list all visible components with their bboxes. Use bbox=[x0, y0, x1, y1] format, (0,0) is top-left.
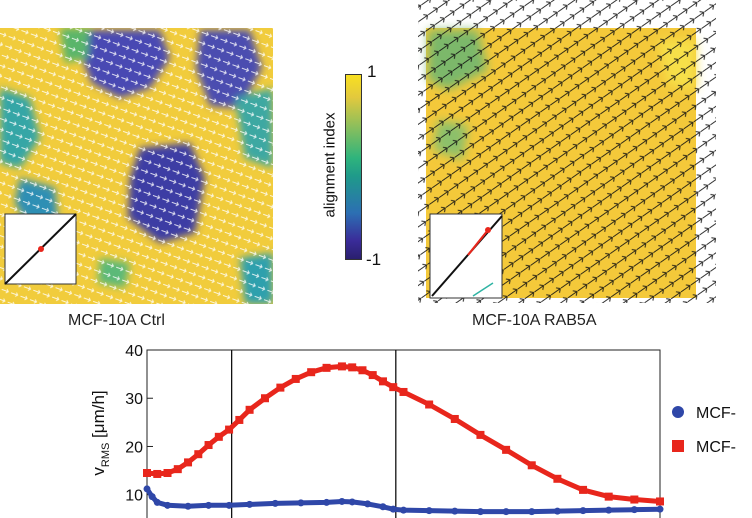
data-point bbox=[225, 425, 234, 434]
y-tick-label: 30 bbox=[125, 391, 143, 408]
y-tick-label: 40 bbox=[125, 343, 143, 360]
data-point bbox=[630, 495, 639, 504]
data-point bbox=[425, 507, 433, 515]
data-point bbox=[297, 499, 305, 507]
data-point bbox=[605, 506, 613, 514]
y-axis-label: vRMS [μm/h] bbox=[89, 390, 112, 475]
data-point bbox=[527, 461, 536, 470]
ctrl-velocity-field bbox=[0, 28, 273, 304]
data-point bbox=[322, 363, 331, 372]
data-point bbox=[205, 501, 213, 509]
data-point bbox=[656, 505, 664, 513]
ctrl-panel-label: MCF-10A Ctrl bbox=[68, 312, 165, 329]
alignment-colorbar bbox=[345, 74, 362, 260]
data-point bbox=[358, 366, 367, 375]
data-point bbox=[148, 493, 156, 501]
plot-frame bbox=[146, 349, 661, 518]
data-point bbox=[307, 368, 316, 377]
chart-series bbox=[143, 362, 664, 516]
ctrl-inset bbox=[4, 213, 77, 285]
legend-marker bbox=[672, 406, 684, 418]
legend-label: MCF- bbox=[696, 439, 736, 456]
data-point bbox=[553, 507, 561, 515]
data-point bbox=[276, 383, 285, 392]
data-point bbox=[502, 508, 510, 516]
legend-marker bbox=[672, 440, 684, 452]
data-point bbox=[291, 374, 300, 383]
series-1 bbox=[143, 362, 664, 506]
colorbar-title-text: alignment index bbox=[321, 112, 339, 218]
chart-legend: MCF- MCF- bbox=[672, 405, 736, 456]
data-point bbox=[476, 430, 485, 439]
data-point bbox=[260, 394, 269, 403]
data-point bbox=[184, 502, 192, 510]
data-point bbox=[163, 469, 172, 477]
series-0 bbox=[143, 485, 664, 516]
data-point bbox=[184, 458, 193, 467]
data-point bbox=[194, 450, 203, 459]
vrms-chart: 10 20 30 40 MCF- MCF- vRMS [μm/h] bbox=[89, 343, 736, 518]
data-point bbox=[425, 400, 434, 409]
data-point bbox=[399, 387, 408, 396]
y-axis-label-sub: RMS bbox=[100, 443, 112, 467]
ctrl-alignment-map bbox=[0, 28, 273, 304]
data-point bbox=[579, 507, 587, 515]
data-point bbox=[204, 441, 213, 450]
colorbar-max-label: 1 bbox=[367, 62, 377, 81]
data-point bbox=[214, 432, 223, 441]
data-point bbox=[604, 492, 613, 501]
y-tick-label: 20 bbox=[125, 439, 143, 456]
rab5a-velocity-field bbox=[418, 0, 716, 303]
data-point bbox=[348, 363, 357, 372]
data-point bbox=[337, 362, 346, 371]
y-axis-label-main: v bbox=[89, 467, 108, 476]
data-point bbox=[153, 498, 161, 506]
data-point bbox=[400, 506, 407, 514]
data-point bbox=[528, 508, 536, 516]
data-point bbox=[630, 506, 638, 514]
data-point bbox=[579, 485, 588, 494]
data-point bbox=[338, 497, 346, 505]
data-point bbox=[323, 498, 331, 506]
y-tick-label: 10 bbox=[125, 488, 143, 505]
data-point bbox=[225, 501, 233, 509]
data-point bbox=[378, 377, 387, 386]
data-point bbox=[364, 500, 372, 508]
data-point bbox=[389, 383, 398, 392]
data-point bbox=[379, 503, 387, 511]
data-point bbox=[389, 505, 397, 513]
legend-label: MCF- bbox=[696, 405, 736, 422]
data-point bbox=[656, 497, 664, 506]
rab5a-alignment-map bbox=[418, 0, 716, 303]
data-point bbox=[348, 498, 356, 506]
rab5a-panel-label: MCF-10A RAB5A bbox=[472, 312, 597, 329]
data-point bbox=[502, 445, 511, 454]
rab5a-inset bbox=[429, 213, 503, 299]
chart-axes: 10 20 30 40 bbox=[125, 343, 661, 518]
data-point bbox=[553, 474, 562, 483]
data-point bbox=[368, 371, 377, 380]
data-point bbox=[164, 501, 172, 509]
colorbar-min-label: -1 bbox=[366, 250, 382, 269]
data-point bbox=[451, 507, 459, 515]
data-point bbox=[173, 465, 182, 474]
data-point bbox=[235, 415, 244, 424]
y-axis-label-unit: [μm/h] bbox=[89, 390, 108, 442]
data-point bbox=[143, 485, 151, 493]
data-point bbox=[271, 499, 279, 507]
data-point bbox=[246, 500, 254, 508]
data-point bbox=[143, 469, 151, 477]
data-point bbox=[450, 414, 459, 423]
series-line bbox=[146, 363, 661, 504]
data-point bbox=[153, 469, 162, 478]
data-point bbox=[245, 405, 254, 414]
data-point bbox=[476, 508, 484, 516]
